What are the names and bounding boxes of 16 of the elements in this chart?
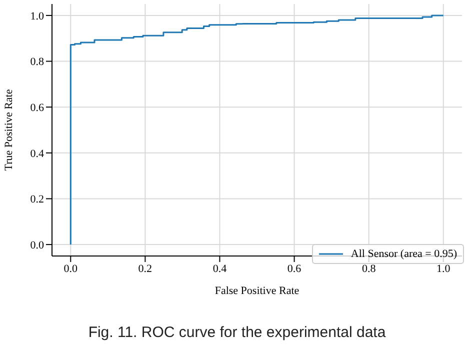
x-tick-label: 0.0 <box>64 262 78 275</box>
caption: Fig. 11. ROC curve for the experimental data <box>87 324 387 341</box>
y-tick-label: 0.2 <box>30 194 44 206</box>
x-tick-label: 1.0 <box>436 262 451 275</box>
y-tick-label: 0.0 <box>30 239 44 252</box>
y-axis-title: True Positive Rate <box>2 89 15 171</box>
x-tick-label: 0.4 <box>212 262 228 275</box>
legend-label: All Sensor (area = 0.95) <box>350 248 457 260</box>
y-tick-label: 0.8 <box>30 56 44 68</box>
x-axis-title: False Positive Rate <box>214 285 300 297</box>
x-tick-label: 0.6 <box>287 262 302 275</box>
y-tick-label: 1.0 <box>30 10 44 22</box>
y-tick-label: 0.6 <box>30 102 44 114</box>
y-tick-label: 0.4 <box>30 148 44 160</box>
x-tick-label: 0.2 <box>138 262 152 275</box>
x-tick-label: 0.8 <box>362 262 376 275</box>
